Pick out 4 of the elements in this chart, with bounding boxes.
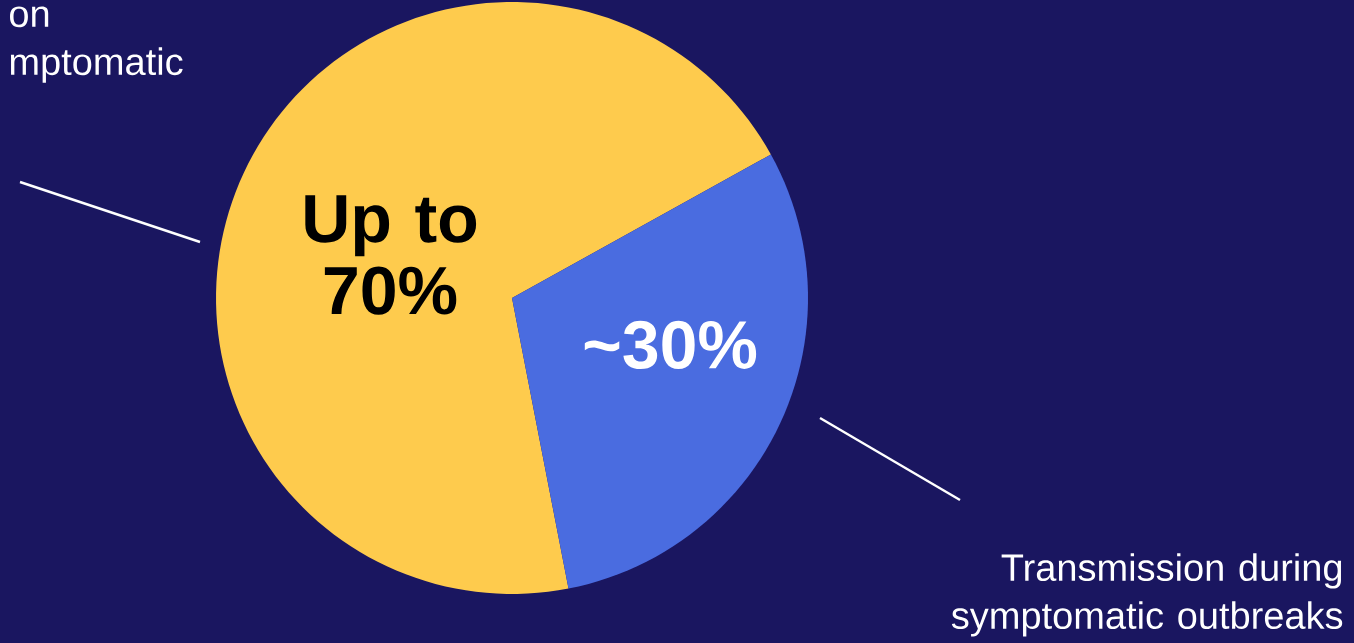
slice-label: Transmission during symptomatic outbreaks (951, 553, 1343, 637)
data-label: Up to 70% (305, 195, 477, 315)
slice-label: on mptomatic (10, 6, 183, 83)
data-label: ~30% (584, 320, 757, 370)
